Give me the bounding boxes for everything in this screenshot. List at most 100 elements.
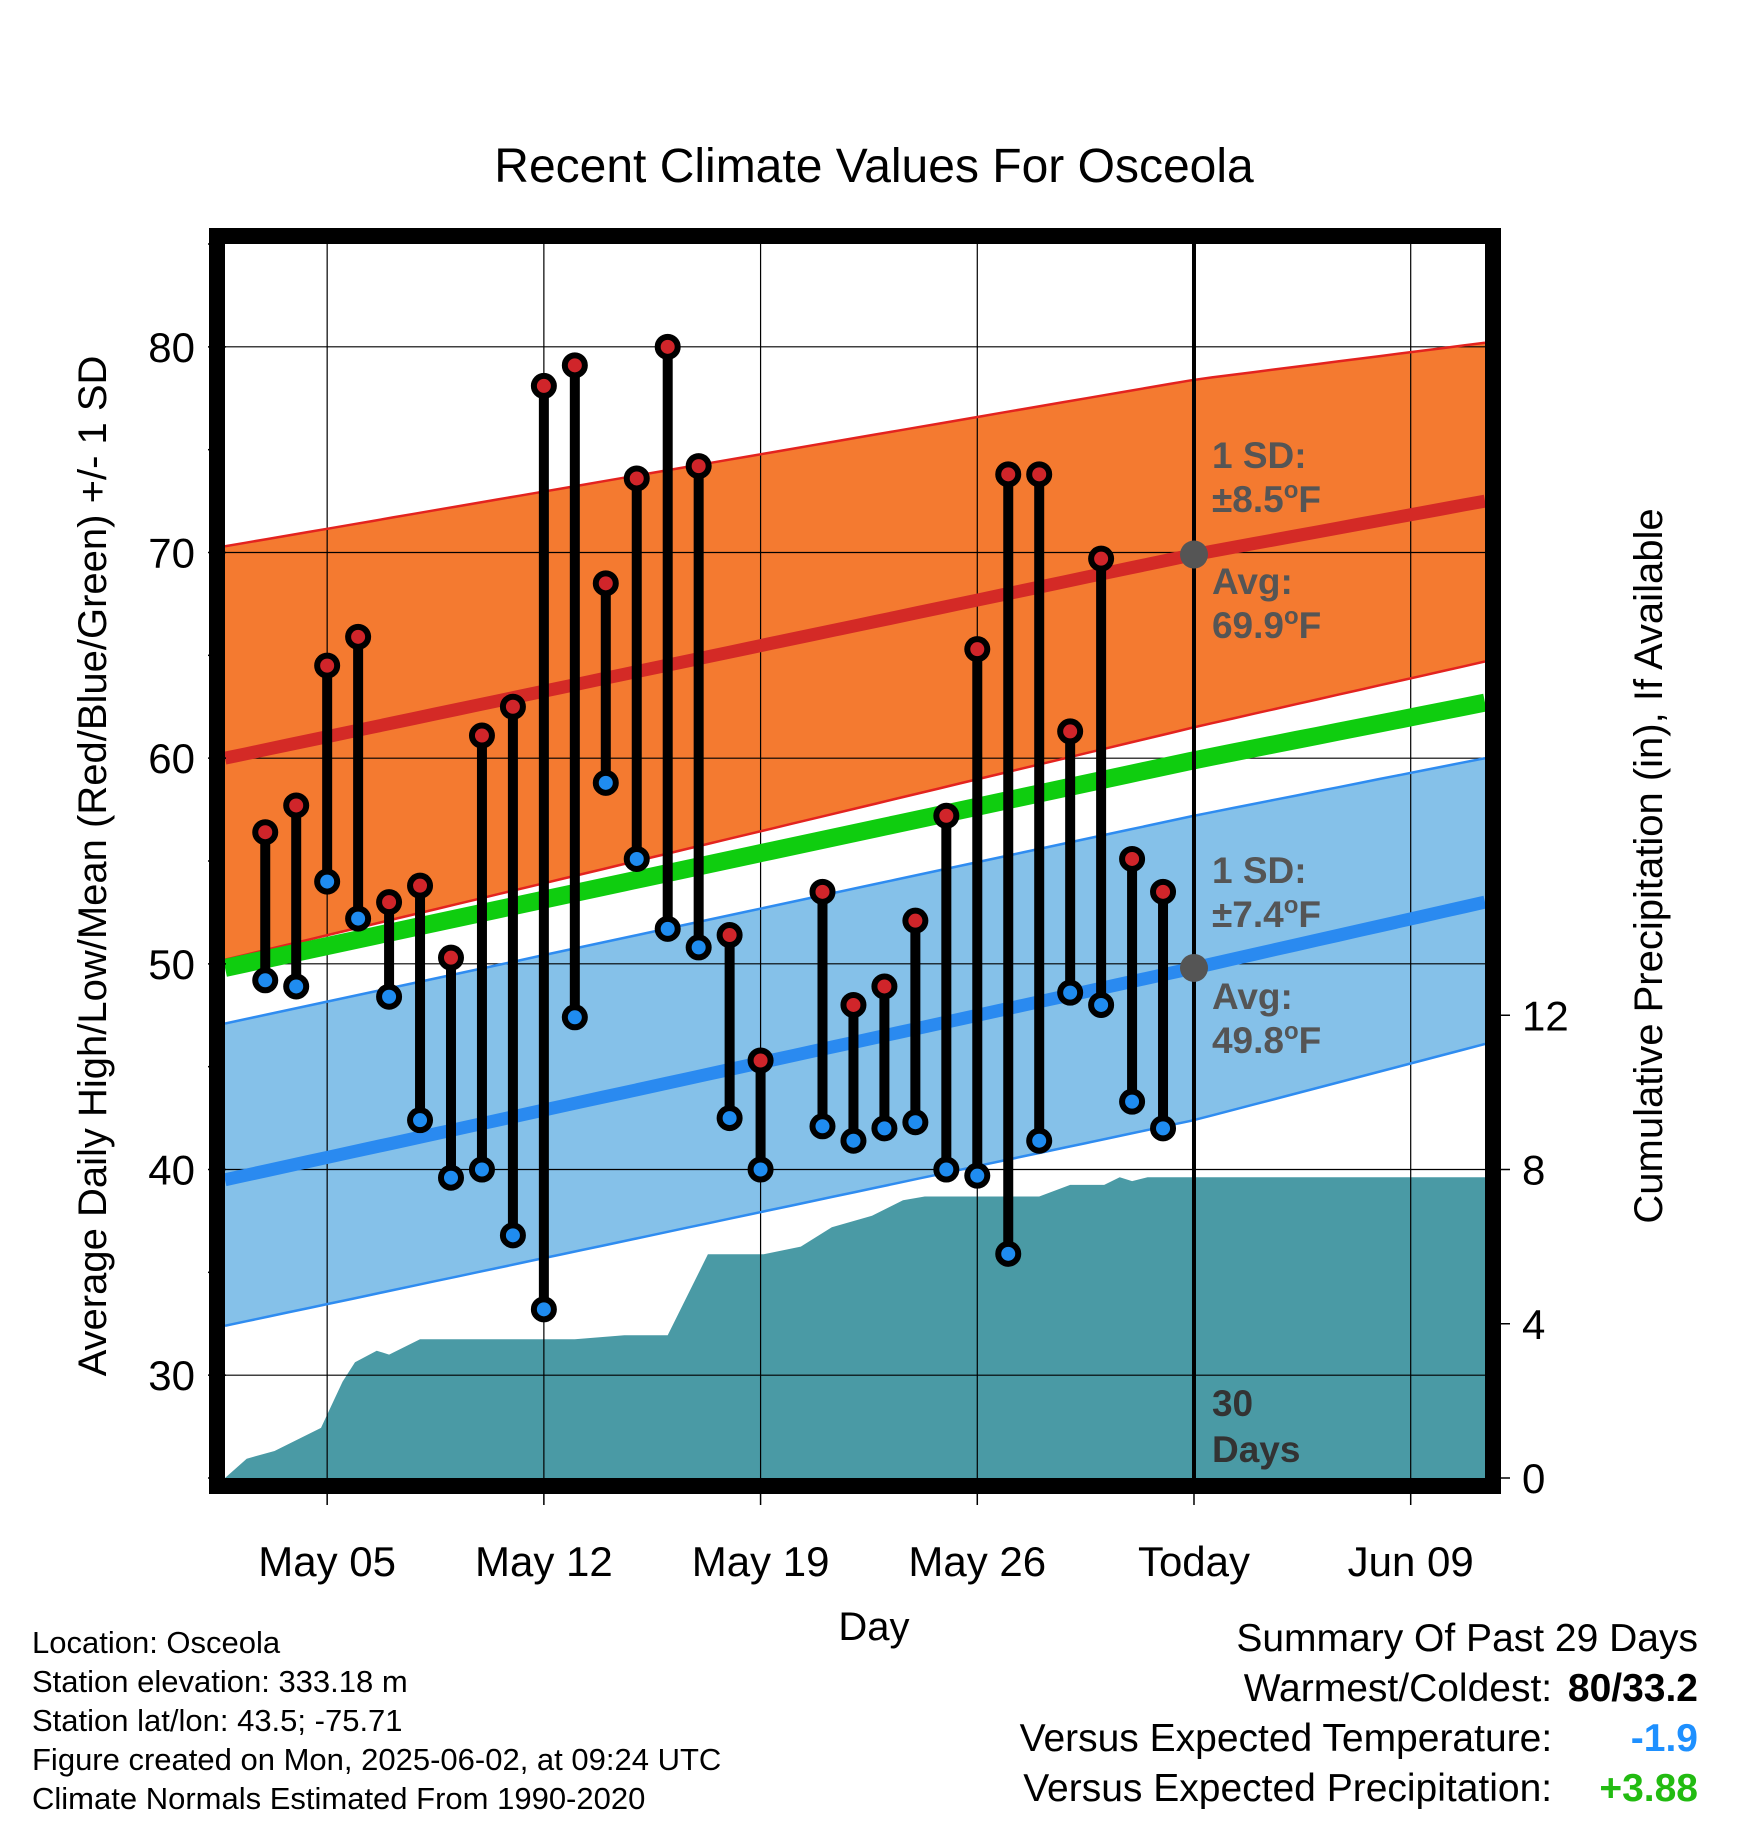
created-text: Figure created on Mon, 2025-06-02, at 09… <box>32 1742 722 1777</box>
y2-tick-label: 0 <box>1522 1455 1545 1502</box>
low-avg-value: 49.8oF <box>1212 1018 1321 1061</box>
low-temp-point <box>902 1109 929 1136</box>
high-temp-point <box>283 792 310 819</box>
x-tick-label: May 19 <box>692 1538 830 1585</box>
high-temp-point <box>345 623 372 650</box>
low-temp-point <box>964 1162 991 1189</box>
low-temp-point <box>345 905 372 932</box>
low-temp-point <box>871 1115 898 1142</box>
high-temp-point <box>654 333 681 360</box>
low-avg-label: Avg: <box>1212 976 1293 1017</box>
y-tick-label: 40 <box>148 1147 195 1194</box>
degree-symbol: o <box>1284 1018 1299 1045</box>
high-avg-line <box>225 494 1485 765</box>
warm-cold-row: Warmest/Coldest: 80/33.2 <box>1020 1664 1698 1714</box>
low-temp-point <box>1119 1088 1146 1115</box>
low-temp-point <box>592 769 619 796</box>
y2-tick-label: 8 <box>1522 1147 1545 1194</box>
precip-row: Versus Expected Precipitation: +3.88 <box>1020 1764 1698 1814</box>
y-tick-label: 70 <box>148 530 195 577</box>
low-temp-point <box>995 1240 1022 1267</box>
temp-row: Versus Expected Temperature: -1.9 <box>1020 1714 1698 1764</box>
high-temp-point <box>437 944 464 971</box>
low-temp-point <box>314 868 341 895</box>
high-temp-point <box>840 991 867 1018</box>
warm-cold-value: 80/33.2 <box>1567 1667 1698 1710</box>
y-tick-label: 80 <box>148 324 195 371</box>
y2-tick-label: 12 <box>1522 992 1569 1039</box>
low-sd-lower-line <box>225 1042 1485 1328</box>
y-tick-label: 60 <box>148 735 195 782</box>
x-axis-label: Day <box>838 1605 909 1649</box>
low-sd-label: 1 SD: <box>1212 850 1307 891</box>
plot-text: 30 40 50 60 70 80 0 4 8 12 May 05 May 12 May 19 May 2… <box>148 228 1569 1585</box>
low-temp-point <box>716 1105 743 1132</box>
low-temp-point <box>468 1156 495 1183</box>
low-temp-point <box>376 983 403 1010</box>
high-temp-point <box>1026 461 1053 488</box>
x-tick-label: May 26 <box>908 1538 1046 1585</box>
high-temp-point <box>530 372 557 399</box>
high-temp-point <box>1088 545 1115 572</box>
low-temp-point <box>933 1156 960 1183</box>
low-sd-upper-line <box>225 756 1485 1025</box>
high-temp-point <box>1150 878 1177 905</box>
unit-text: F <box>1299 1020 1322 1061</box>
y2-axis-label: Cumulative Precipitation (in), If Availa… <box>1627 508 1671 1223</box>
degree-symbol: o <box>1284 603 1299 630</box>
unit-text: F <box>1299 605 1322 646</box>
summary-panel: Summary Of Past 29 Days Warmest/Coldest:… <box>1020 1614 1698 1814</box>
high-temp-point <box>716 922 743 949</box>
high-temp-point <box>902 907 929 934</box>
high-temp-point <box>407 872 434 899</box>
mean-normal-line <box>225 693 1485 977</box>
latlon-text: Station lat/lon: 43.5; -75.71 <box>32 1703 403 1738</box>
x-tick-label: May 12 <box>475 1538 613 1585</box>
degree-symbol: o <box>1284 477 1299 504</box>
high-temp-point <box>376 889 403 916</box>
y-axis-label: Average Daily High/Low/Mean (Red/Blue/Gr… <box>71 356 115 1377</box>
low-temp-point <box>437 1164 464 1191</box>
high-temp-point <box>468 722 495 749</box>
low-temp-point <box>840 1127 867 1154</box>
high-temp-point <box>314 652 341 679</box>
high-temp-point <box>995 461 1022 488</box>
y-tick-label: 50 <box>148 941 195 988</box>
high-sd-label: 1 SD: <box>1212 435 1307 476</box>
temp-label: Versus Expected Temperature: <box>1019 1717 1553 1760</box>
low-temp-point <box>809 1113 836 1140</box>
location-text: Location: Osceola <box>32 1625 281 1660</box>
chart-title: Recent Climate Values For Osceola <box>494 140 1254 193</box>
high-temp-point <box>592 570 619 597</box>
low-temp-point <box>1026 1127 1053 1154</box>
high-avg-value: 69.9oF <box>1212 603 1321 646</box>
low-temp-point <box>747 1156 774 1183</box>
elevation-text: Station elevation: 333.18 m <box>32 1664 408 1699</box>
low-temp-point <box>499 1222 526 1249</box>
high-temp-point <box>499 693 526 720</box>
temp-value: -1.9 <box>1630 1717 1698 1760</box>
low-temp-point <box>561 1004 588 1031</box>
period-number: 30 <box>1212 1383 1253 1424</box>
summary-title: Summary Of Past 29 Days <box>1236 1617 1698 1660</box>
x-tick-label: Today <box>1138 1538 1250 1585</box>
high-temp-point <box>1057 718 1084 745</box>
high-temp-point <box>623 465 650 492</box>
high-temp-point <box>964 636 991 663</box>
x-tick-label: Jun 09 <box>1348 1538 1474 1585</box>
high-sd-upper-line <box>225 341 1485 548</box>
high-sd-value: ±8.5oF <box>1212 477 1321 520</box>
high-temp-point <box>871 973 898 1000</box>
y2-tick-label: 4 <box>1522 1301 1545 1348</box>
low-temp-point <box>1150 1115 1177 1142</box>
degree-symbol: o <box>1284 892 1299 919</box>
high-temp-point <box>561 352 588 379</box>
high-temp-point <box>1119 845 1146 872</box>
low-temp-point <box>623 845 650 872</box>
unit-text: F <box>1298 894 1321 935</box>
high-sd-lower-line <box>225 660 1485 961</box>
low-sd-value: ±7.4oF <box>1212 892 1321 935</box>
low-temp-point <box>1088 991 1115 1018</box>
plot-area <box>225 244 1485 1478</box>
